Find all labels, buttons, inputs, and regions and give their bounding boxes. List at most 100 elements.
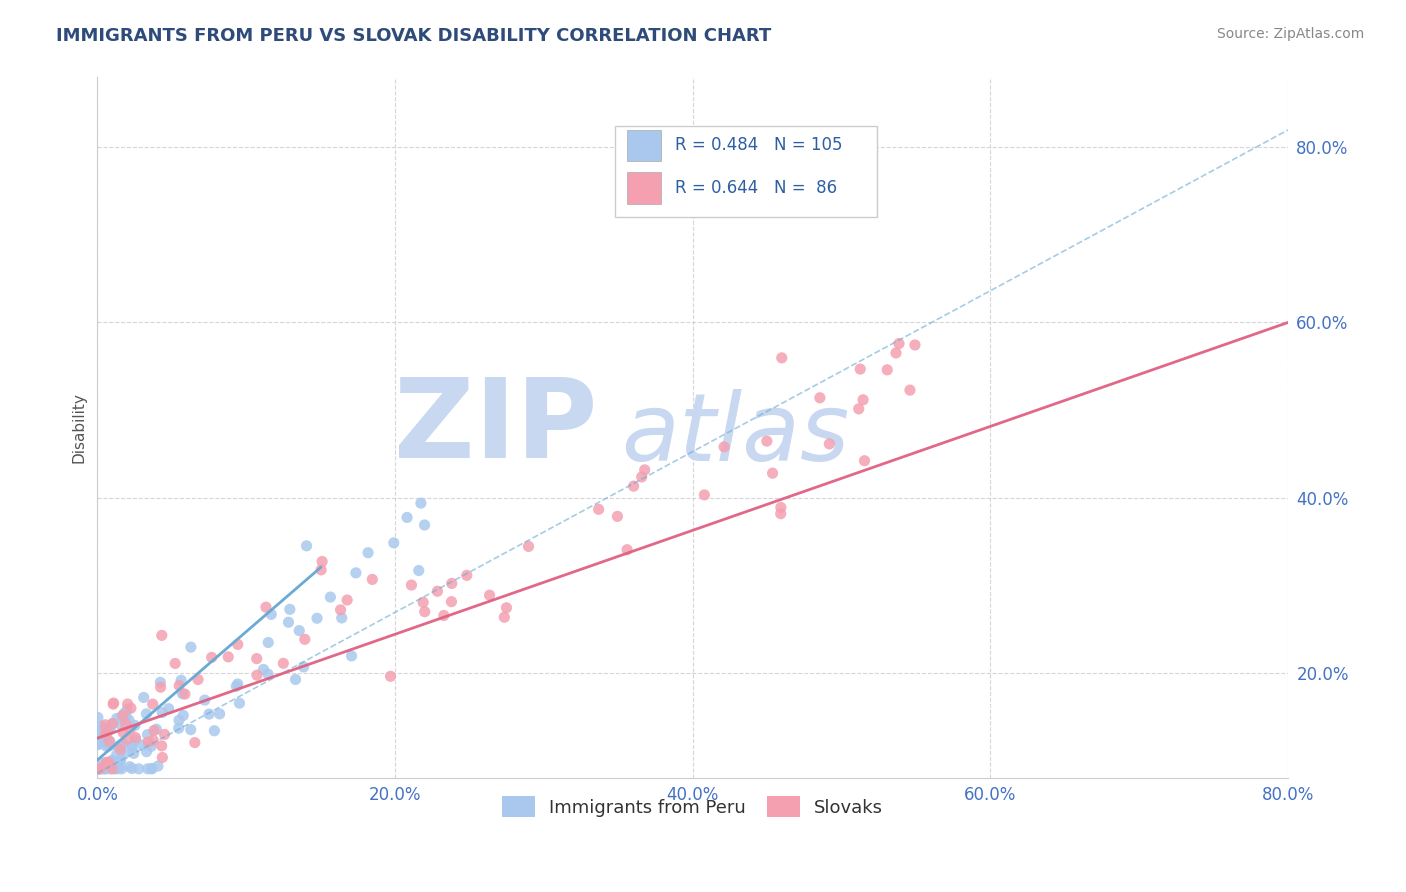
Point <box>112 725 135 739</box>
Point <box>288 624 311 638</box>
Point <box>226 637 249 651</box>
Point <box>440 595 463 609</box>
Point <box>172 708 194 723</box>
Point <box>413 518 436 533</box>
Point <box>96 739 118 754</box>
Point <box>91 756 114 770</box>
Point <box>167 721 190 735</box>
Point <box>884 346 907 360</box>
Point <box>174 687 197 701</box>
Point <box>616 542 638 557</box>
Point <box>101 762 124 776</box>
Point <box>761 466 783 480</box>
Bar <box>627 172 661 203</box>
Point <box>180 640 202 654</box>
Point <box>202 723 225 738</box>
Point <box>588 502 610 516</box>
Point <box>93 762 115 776</box>
Point <box>153 727 176 741</box>
Point <box>110 742 132 756</box>
Point <box>96 756 118 770</box>
Point <box>495 600 517 615</box>
Point <box>150 628 173 642</box>
Point <box>122 747 145 761</box>
Point <box>226 677 249 691</box>
Text: atlas: atlas <box>621 389 849 480</box>
Point <box>112 747 135 762</box>
Point <box>142 723 165 738</box>
Point <box>853 454 876 468</box>
Point <box>117 697 139 711</box>
Point <box>305 611 328 625</box>
Point <box>91 762 114 776</box>
Point <box>136 728 159 742</box>
Point <box>101 716 124 731</box>
Point <box>184 735 207 749</box>
Point <box>89 762 111 776</box>
Point <box>136 762 159 776</box>
Point <box>292 660 315 674</box>
Point <box>90 762 112 776</box>
Point <box>336 593 359 607</box>
Point <box>135 745 157 759</box>
Point <box>128 762 150 776</box>
Point <box>110 743 132 757</box>
Point <box>319 590 342 604</box>
Point <box>105 762 128 776</box>
Text: R = 0.644   N =  86: R = 0.644 N = 86 <box>675 179 837 197</box>
Point <box>225 679 247 693</box>
Point <box>413 605 436 619</box>
Point <box>110 753 132 767</box>
Point <box>97 722 120 736</box>
Point <box>357 546 380 560</box>
Point <box>114 712 136 726</box>
Point <box>118 759 141 773</box>
Point <box>94 727 117 741</box>
Point <box>141 739 163 754</box>
Point <box>115 702 138 716</box>
Point <box>630 470 652 484</box>
Point <box>770 351 793 365</box>
Point <box>150 739 173 753</box>
Point <box>111 710 134 724</box>
Point <box>329 603 352 617</box>
Point <box>121 762 143 776</box>
Point <box>110 738 132 752</box>
Point <box>101 753 124 767</box>
Point <box>94 718 117 732</box>
Point <box>309 563 332 577</box>
Point <box>693 488 716 502</box>
Point <box>110 753 132 767</box>
Point <box>111 737 134 751</box>
Point <box>114 716 136 731</box>
Point <box>623 479 645 493</box>
Point <box>91 730 114 744</box>
Point <box>165 657 187 671</box>
FancyBboxPatch shape <box>616 127 877 218</box>
Point <box>142 697 165 711</box>
Point <box>136 735 159 749</box>
Text: Source: ZipAtlas.com: Source: ZipAtlas.com <box>1216 27 1364 41</box>
Point <box>107 739 129 754</box>
Bar <box>627 129 661 161</box>
Point <box>187 673 209 687</box>
Point <box>124 733 146 747</box>
Point <box>107 760 129 774</box>
Point <box>887 336 910 351</box>
Point <box>876 363 898 377</box>
Point <box>90 719 112 733</box>
Point <box>124 731 146 745</box>
Point <box>108 760 131 774</box>
Point <box>904 338 927 352</box>
Point <box>478 588 501 602</box>
Point <box>108 716 131 731</box>
Point <box>246 668 269 682</box>
Point <box>412 595 434 609</box>
Point <box>145 722 167 736</box>
Point <box>146 759 169 773</box>
Point <box>94 762 117 776</box>
Point <box>170 673 193 688</box>
Point <box>340 648 363 663</box>
Point <box>433 608 456 623</box>
Point <box>252 662 274 676</box>
